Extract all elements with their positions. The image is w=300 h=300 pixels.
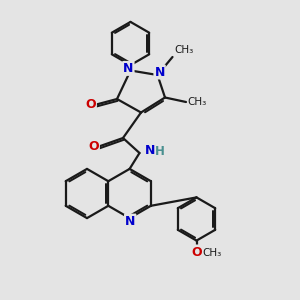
Text: CH₃: CH₃ [188, 97, 207, 107]
Text: N: N [154, 65, 165, 79]
Text: CH₃: CH₃ [202, 248, 221, 258]
Text: O: O [85, 98, 96, 111]
Text: N: N [145, 144, 155, 158]
Text: N: N [123, 62, 134, 75]
Text: H: H [155, 145, 165, 158]
Text: O: O [191, 245, 202, 259]
Text: O: O [88, 140, 99, 153]
Text: CH₃: CH₃ [174, 45, 193, 55]
Text: N: N [125, 214, 135, 228]
